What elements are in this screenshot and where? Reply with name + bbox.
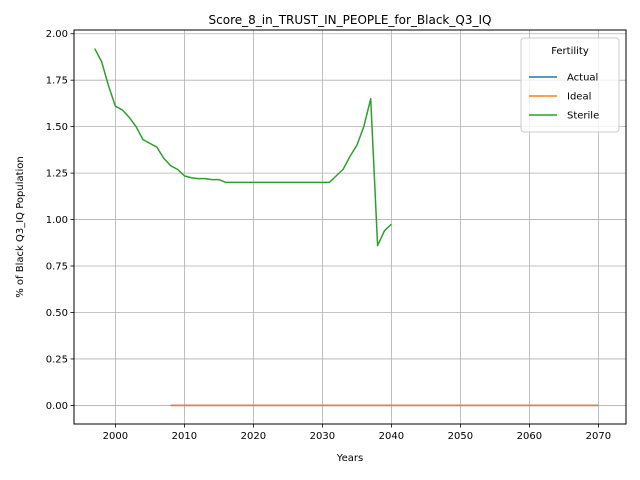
legend-label-actual: Actual xyxy=(567,73,598,84)
x-tick-label: 2000 xyxy=(103,431,128,442)
y-tick-label: 0.75 xyxy=(46,262,68,273)
y-tick-label: 0.00 xyxy=(46,401,68,412)
y-tick-label: 1.50 xyxy=(46,122,68,133)
x-tick-label: 2060 xyxy=(517,431,542,442)
x-tick-label: 2010 xyxy=(172,431,197,442)
legend-label-sterile: Sterile xyxy=(567,111,599,122)
x-tick-label: 2050 xyxy=(448,431,473,442)
legend: Fertility Actual Ideal Sterile xyxy=(521,38,619,132)
y-tick-label: 2.00 xyxy=(46,29,68,40)
legend-title: Fertility xyxy=(551,46,589,57)
x-tick-label: 2070 xyxy=(586,431,611,442)
x-tick-label: 2040 xyxy=(379,431,404,442)
chart-title: Score_8_in_TRUST_IN_PEOPLE_for_Black_Q3_… xyxy=(209,13,492,27)
y-tick-label: 1.25 xyxy=(46,169,68,180)
x-tick-label: 2020 xyxy=(241,431,266,442)
y-axis-title: % of Black Q3_IQ Population xyxy=(15,156,26,298)
y-tick-label: 1.00 xyxy=(46,215,68,226)
y-tick-label: 0.50 xyxy=(46,308,68,319)
x-axis-title: Years xyxy=(336,453,363,464)
x-tick-label: 2030 xyxy=(310,431,335,442)
legend-label-ideal: Ideal xyxy=(567,92,591,103)
y-tick-label: 0.25 xyxy=(46,354,68,365)
y-tick-label: 1.75 xyxy=(46,76,68,87)
